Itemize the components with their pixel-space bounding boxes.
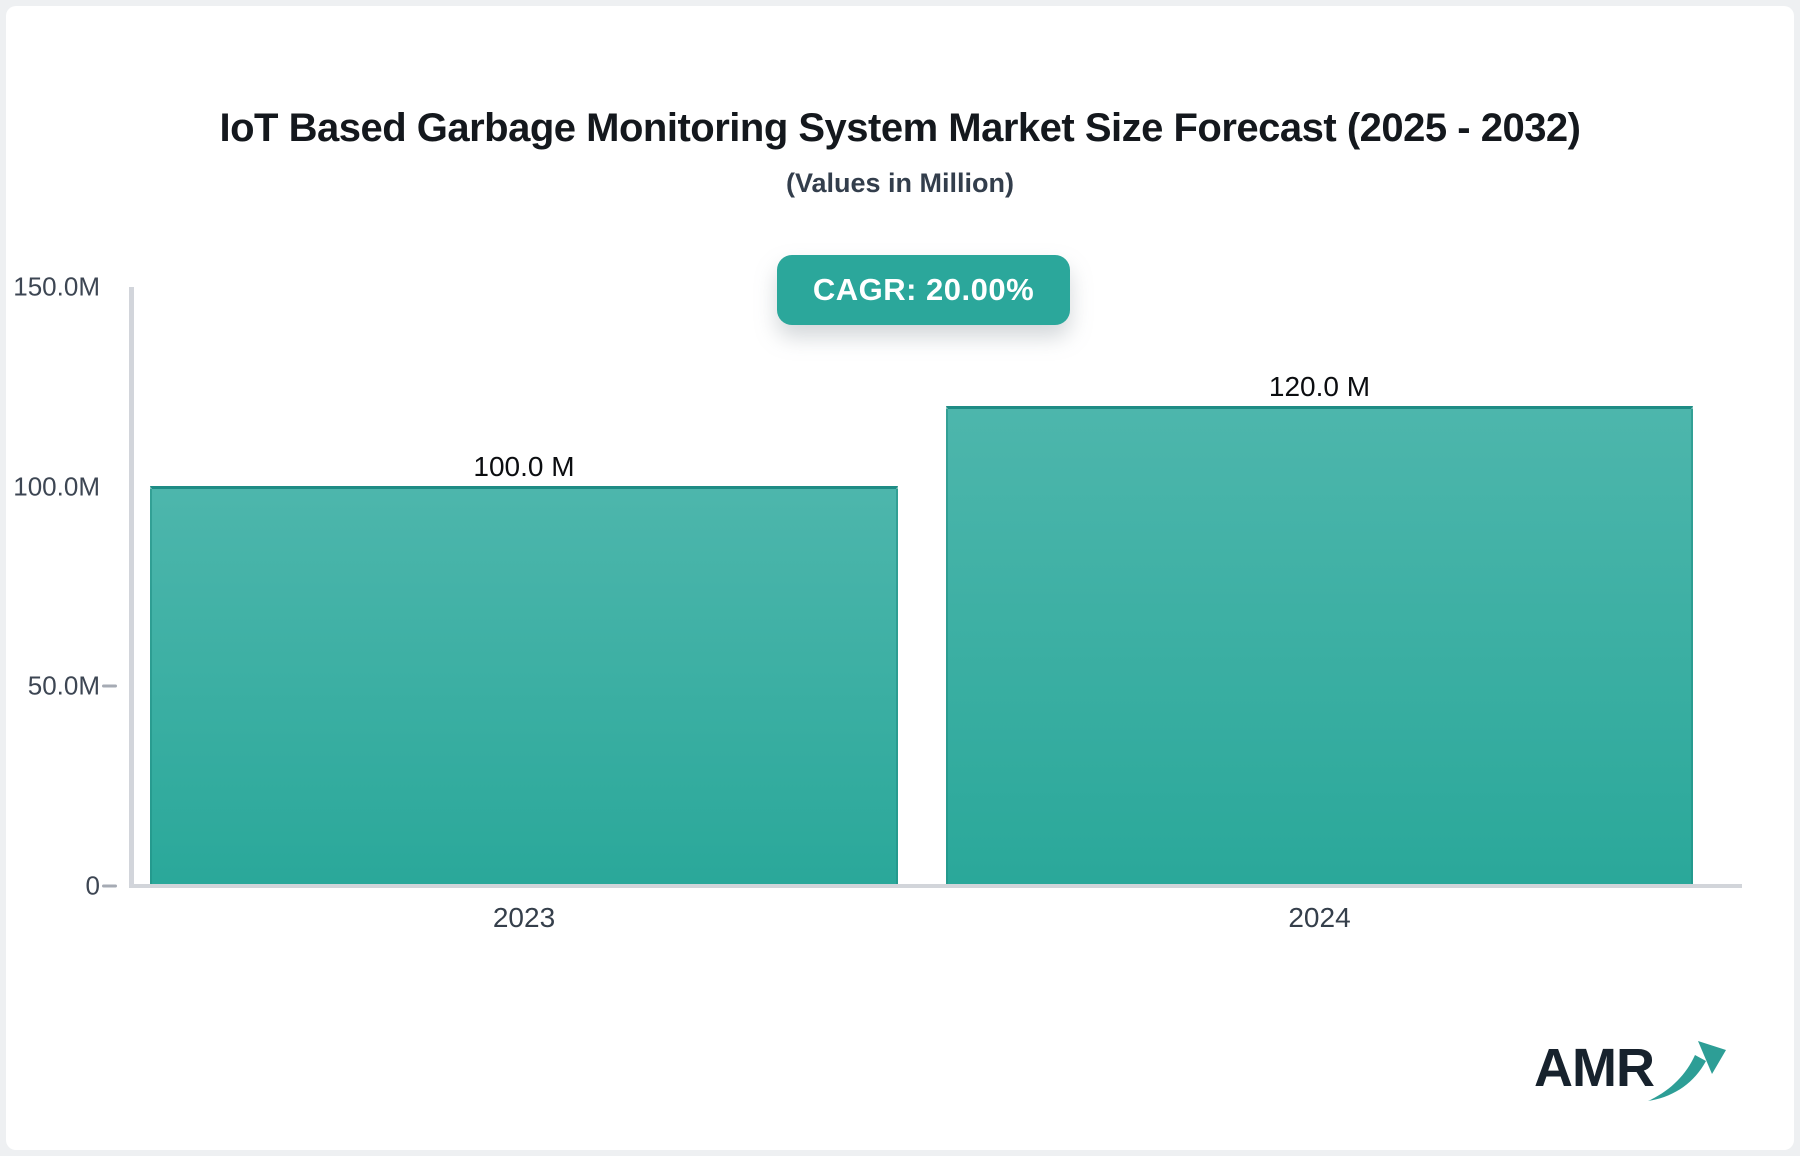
y-tick-dash: [102, 684, 117, 688]
y-tick-dash: [102, 884, 117, 888]
bar-value-label: 120.0 M: [1268, 371, 1371, 402]
cagr-badge-label: CAGR: 20.00%: [812, 272, 1035, 307]
cagr-badge: CAGR: 20.00%: [777, 255, 1070, 325]
x-axis-label: 2024: [1288, 902, 1351, 933]
y-tick-label: 100.0M: [13, 471, 100, 502]
y-tick-label: 150.0M: [13, 271, 100, 302]
amr-logo-text: AMR: [1534, 1038, 1655, 1098]
growth-arrow-icon: [1647, 1041, 1726, 1101]
x-axis-label: 2023: [492, 902, 556, 933]
bar-value-label: 100.0 M: [473, 451, 575, 482]
bar-2023[interactable]: [150, 486, 898, 884]
chart-card: IoT Based Garbage Monitoring System Mark…: [6, 6, 1794, 1150]
chart-title: IoT Based Garbage Monitoring System Mark…: [219, 106, 1581, 150]
amr-logo: AMR: [1534, 1039, 1726, 1109]
bar-2024[interactable]: [946, 406, 1693, 884]
plot-area: [129, 287, 1742, 888]
chart-subtitle: (Values in Million): [785, 168, 1015, 198]
y-axis-tick-labels: 150.0M 100.0M 50.0M 0: [6, 6, 100, 1150]
y-tick-label: 50.0M: [27, 670, 100, 701]
y-tick-label: 0: [85, 870, 100, 901]
